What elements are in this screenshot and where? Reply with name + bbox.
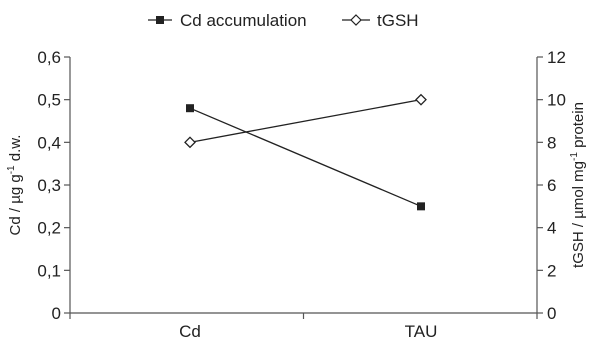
data-point-diamond	[415, 93, 427, 106]
right-tick-label: 6	[547, 176, 556, 195]
right-tick-label: 10	[547, 91, 566, 110]
left-tick-label: 0,1	[37, 261, 61, 280]
right-tick-label: 8	[547, 133, 556, 152]
x-axis-ticks: Cd TAU	[69, 313, 538, 338]
data-point-diamond	[184, 136, 196, 149]
right-axis-title: tGSH / µmol mg-1 protein	[569, 102, 587, 268]
legend-label-cd-accumulation: Cd accumulation	[180, 11, 307, 30]
left-tick-label: 0,6	[37, 48, 61, 67]
left-tick-label: 0,2	[37, 219, 61, 238]
right-axis-ticks: 0 2 4 6 8 10 12	[537, 48, 566, 323]
right-tick-label: 4	[547, 219, 556, 238]
left-axis-title: Cd / µg g-1 d.w.	[6, 135, 24, 236]
data-point-square	[186, 104, 194, 113]
series-layer	[184, 93, 427, 211]
series-line-1	[189, 99, 422, 143]
legend-item-cd-accumulation: Cd accumulation	[148, 11, 307, 30]
right-tick-label: 2	[547, 261, 556, 280]
x-tick-label: TAU	[405, 322, 438, 338]
right-tick-label: 0	[547, 304, 556, 323]
left-tick-label: 0,4	[37, 133, 61, 152]
right-tick-label: 12	[547, 48, 566, 67]
left-axis-ticks: 0 0,1 0,2 0,3 0,4 0,5 0,6	[37, 48, 70, 323]
left-tick-label: 0,5	[37, 91, 61, 110]
left-tick-label: 0,3	[37, 176, 61, 195]
legend-item-tgsh: tGSH	[342, 11, 419, 30]
left-tick-label: 0	[52, 304, 61, 323]
series-line-0	[189, 107, 422, 207]
x-tick-label: Cd	[179, 322, 201, 338]
legend-label-tgsh: tGSH	[377, 11, 419, 30]
legend: Cd accumulation tGSH	[148, 11, 419, 30]
data-point-square	[417, 202, 425, 211]
